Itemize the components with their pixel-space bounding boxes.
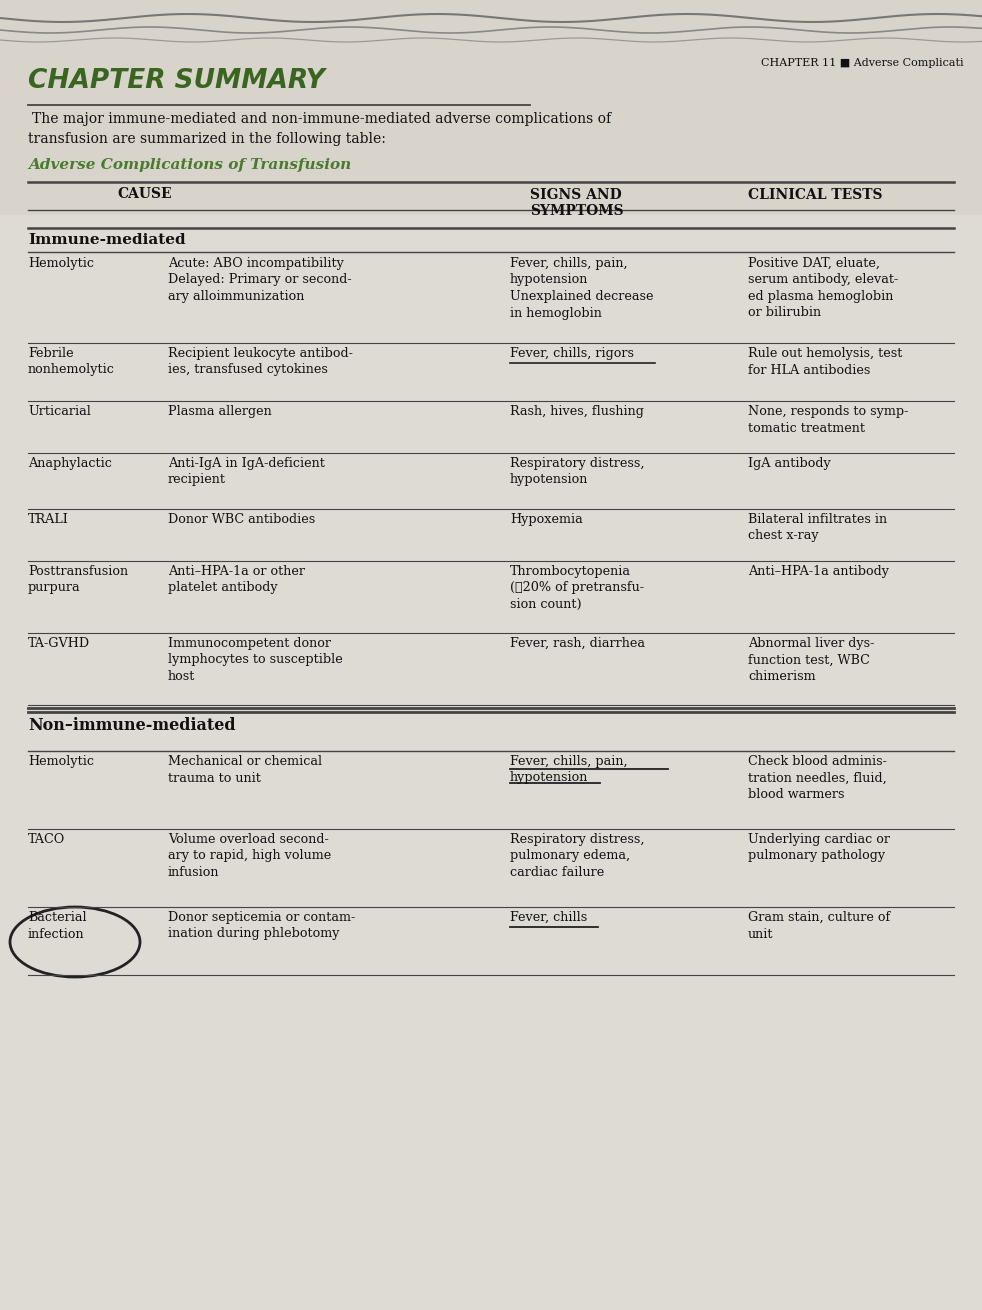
Text: None, responds to symp-
tomatic treatment: None, responds to symp- tomatic treatmen… (748, 405, 908, 435)
Text: Bilateral infiltrates in
chest x-ray: Bilateral infiltrates in chest x-ray (748, 514, 887, 542)
Text: Plasma allergen: Plasma allergen (168, 405, 272, 418)
Text: Recipient leukocyte antibod-
ies, transfused cytokines: Recipient leukocyte antibod- ies, transf… (168, 347, 353, 376)
Bar (0, 0, 982, 215)
Text: Volume overload second-
ary to rapid, high volume
infusion: Volume overload second- ary to rapid, hi… (168, 833, 331, 879)
Text: Respiratory distress,
pulmonary edema,
cardiac failure: Respiratory distress, pulmonary edema, c… (510, 833, 644, 879)
Text: TACO: TACO (28, 833, 65, 846)
Text: Acute: ABO incompatibility
Delayed: Primary or second-
ary alloimmunization: Acute: ABO incompatibility Delayed: Prim… (168, 257, 352, 303)
Text: The major immune-mediated and non-immune-mediated adverse complications of: The major immune-mediated and non-immune… (32, 111, 611, 126)
Text: Fever, rash, diarrhea: Fever, rash, diarrhea (510, 637, 645, 650)
Text: CHAPTER SUMMARY: CHAPTER SUMMARY (28, 68, 325, 94)
Text: Adverse Complications of Transfusion: Adverse Complications of Transfusion (28, 159, 352, 172)
Text: Urticarial: Urticarial (28, 405, 91, 418)
Text: Anti-IgA in IgA-deficient
recipient: Anti-IgA in IgA-deficient recipient (168, 457, 325, 486)
Text: Febrile
nonhemolytic: Febrile nonhemolytic (28, 347, 115, 376)
Text: Underlying cardiac or
pulmonary pathology: Underlying cardiac or pulmonary patholog… (748, 833, 890, 862)
Text: Anti–HPA-1a or other
platelet antibody: Anti–HPA-1a or other platelet antibody (168, 565, 305, 595)
Text: Abnormal liver dys-
function test, WBC
chimerism: Abnormal liver dys- function test, WBC c… (748, 637, 874, 683)
Text: Fever, chills, pain,
hypotension: Fever, chills, pain, hypotension (510, 755, 627, 785)
Text: SIGNS AND
SYMPTOMS: SIGNS AND SYMPTOMS (530, 189, 624, 219)
Text: Fever, chills, pain,
hypotension
Unexplained decrease
in hemoglobin: Fever, chills, pain, hypotension Unexpla… (510, 257, 653, 320)
Text: TA-GVHD: TA-GVHD (28, 637, 90, 650)
Text: Thrombocytopenia
(℡20% of pretransfu-
sion count): Thrombocytopenia (℡20% of pretransfu- si… (510, 565, 644, 610)
Text: Donor WBC antibodies: Donor WBC antibodies (168, 514, 315, 527)
Text: Mechanical or chemical
trauma to unit: Mechanical or chemical trauma to unit (168, 755, 322, 785)
Text: Fever, chills: Fever, chills (510, 910, 587, 924)
Text: Posttransfusion
purpura: Posttransfusion purpura (28, 565, 128, 595)
Text: Respiratory distress,
hypotension: Respiratory distress, hypotension (510, 457, 644, 486)
Text: Hypoxemia: Hypoxemia (510, 514, 582, 527)
Text: Hemolytic: Hemolytic (28, 257, 94, 270)
Text: TRALI: TRALI (28, 514, 69, 527)
Text: Gram stain, culture of
unit: Gram stain, culture of unit (748, 910, 891, 941)
Text: Fever, chills, rigors: Fever, chills, rigors (510, 347, 634, 360)
Text: Immune-mediated: Immune-mediated (28, 233, 186, 248)
Text: Immunocompetent donor
lymphocytes to susceptible
host: Immunocompetent donor lymphocytes to sus… (168, 637, 343, 683)
Text: Rash, hives, flushing: Rash, hives, flushing (510, 405, 644, 418)
Text: Check blood adminis-
tration needles, fluid,
blood warmers: Check blood adminis- tration needles, fl… (748, 755, 887, 800)
Text: CHAPTER 11 ■ Adverse Complicati: CHAPTER 11 ■ Adverse Complicati (761, 58, 964, 68)
Text: IgA antibody: IgA antibody (748, 457, 831, 470)
Text: Rule out hemolysis, test
for HLA antibodies: Rule out hemolysis, test for HLA antibod… (748, 347, 902, 376)
Text: transfusion are summarized in the following table:: transfusion are summarized in the follow… (28, 132, 386, 145)
Text: CLINICAL TESTS: CLINICAL TESTS (748, 189, 883, 202)
Text: Anaphylactic: Anaphylactic (28, 457, 112, 470)
Text: Anti–HPA-1a antibody: Anti–HPA-1a antibody (748, 565, 889, 578)
Text: Positive DAT, eluate,
serum antibody, elevat-
ed plasma hemoglobin
or bilirubin: Positive DAT, eluate, serum antibody, el… (748, 257, 899, 320)
Text: Hemolytic: Hemolytic (28, 755, 94, 768)
Text: CAUSE: CAUSE (118, 187, 172, 200)
Text: Bacterial
infection: Bacterial infection (28, 910, 86, 941)
Text: Donor septicemia or contam-
ination during phlebotomy: Donor septicemia or contam- ination duri… (168, 910, 355, 941)
Text: Non–immune-mediated: Non–immune-mediated (28, 717, 236, 734)
